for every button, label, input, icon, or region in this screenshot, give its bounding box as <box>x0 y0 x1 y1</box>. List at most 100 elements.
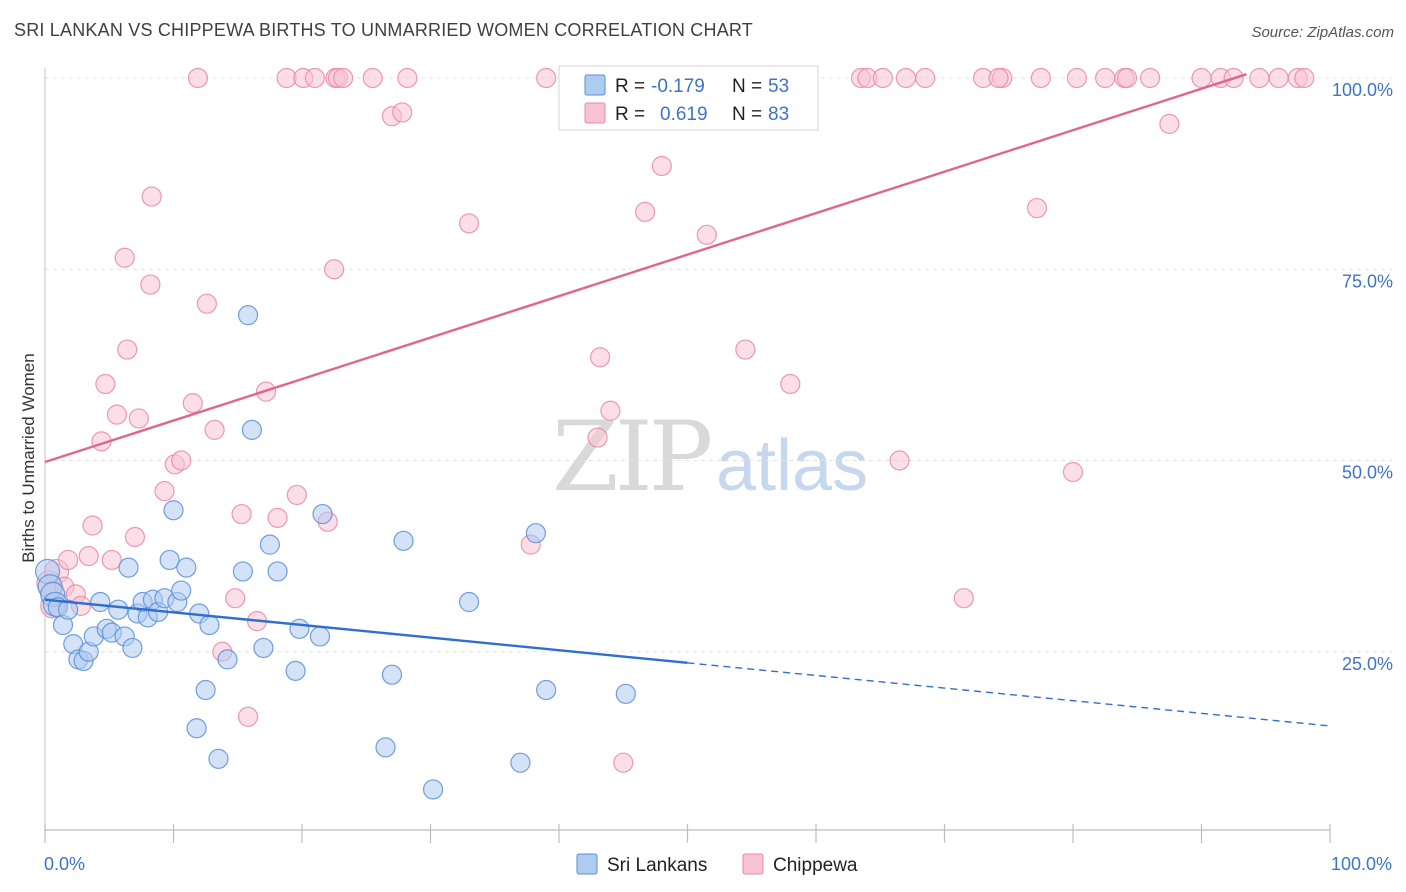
chippewa-point-13 <box>117 339 138 360</box>
chippewa-point-22 <box>182 393 203 414</box>
sri-lankan-point-6 <box>58 599 79 620</box>
sri-lankan-point-32 <box>199 614 220 636</box>
legend-n-value-chip: 83 <box>768 104 789 125</box>
chippewa-point-63 <box>889 450 910 471</box>
chippewa-point-69 <box>988 67 1009 89</box>
chippewa-point-51 <box>600 400 621 421</box>
chippewa-point-16 <box>128 408 149 429</box>
chippewa-point-32 <box>267 507 288 528</box>
sri-lankan-point-37 <box>237 305 259 326</box>
sri-lankan-point-34 <box>208 748 229 769</box>
sri-lankan-point-28 <box>171 580 192 601</box>
sri-lankan-trend-line <box>44 598 688 665</box>
chippewa-point-71 <box>1030 67 1051 89</box>
chippewa-point-25 <box>204 419 225 440</box>
chippewa-point-12 <box>106 404 128 425</box>
legend-sri-lankans-swatch <box>576 853 598 875</box>
chippewa-point-8 <box>82 515 103 536</box>
sri-lankan-point-45 <box>312 503 333 525</box>
y-axis-label: Births to Unmarried Women <box>19 353 38 562</box>
source-credit: Source: ZipAtlas.com <box>1251 24 1394 41</box>
chippewa-point-62 <box>872 67 893 89</box>
sri-lankan-point-38 <box>241 419 262 440</box>
chippewa-point-44 <box>392 102 413 123</box>
watermark-atlas: atlas <box>716 426 868 506</box>
y-tick-label-50: 50.0% <box>1342 463 1393 483</box>
chippewa-point-11 <box>101 549 122 571</box>
legend-chippewa-label: Chippewa <box>773 855 858 876</box>
chippewa-point-70 <box>1026 197 1048 219</box>
chippewa-swatch <box>584 102 606 124</box>
sri-lankan-point-12 <box>90 591 111 613</box>
sri-lankan-point-52 <box>525 523 546 544</box>
chippewa-point-28 <box>231 503 252 525</box>
sri-lankan-point-54 <box>615 683 636 704</box>
sri-lankan-point-18 <box>122 637 143 659</box>
chippewa-point-57 <box>735 339 756 360</box>
sri-lankans-swatch <box>584 74 606 96</box>
y-tick-label-100: 100.0% <box>1332 80 1393 100</box>
chippewa-point-52 <box>613 752 634 773</box>
sri-lankan-trend-line-extrapolated <box>687 662 1331 727</box>
chippewa-point-27 <box>225 588 246 609</box>
chippewa-point-50 <box>590 347 611 368</box>
chippewa-point-4 <box>58 549 79 571</box>
chippewa-point-46 <box>458 213 480 234</box>
x-tick-label-min: 0.0% <box>44 854 85 874</box>
chart-title: SRI LANKAN VS CHIPPEWA BIRTHS TO UNMARRI… <box>14 20 753 40</box>
chippewa-point-34 <box>286 484 307 506</box>
chippewa-point-18 <box>141 186 162 207</box>
sri-lankan-point-39 <box>253 637 274 659</box>
sri-lankan-point-36 <box>232 561 253 582</box>
watermark-zip: ZIP <box>552 401 711 513</box>
stats-legend: R = -0.179 N = 53 R = 0.619 N = 83 <box>558 65 819 131</box>
chippewa-point-64 <box>895 67 917 89</box>
chippewa-points <box>36 67 1315 773</box>
legend-r-value-sri: -0.179 <box>651 76 705 97</box>
chippewa-point-36 <box>304 67 325 89</box>
chippewa-point-85 <box>1294 67 1315 89</box>
chippewa-point-53 <box>634 201 656 222</box>
sri-lankan-point-15 <box>108 599 129 620</box>
trend-lines <box>44 73 1331 727</box>
sri-lankan-point-35 <box>217 649 238 670</box>
sri-lankan-point-43 <box>289 618 310 639</box>
chippewa-point-10 <box>95 373 116 395</box>
sri-lankan-point-17 <box>118 557 139 578</box>
chippewa-point-24 <box>196 293 218 314</box>
series-legend: Sri Lankans Chippewa <box>576 853 858 876</box>
legend-r-label-sri: R = <box>615 76 645 97</box>
chippewa-trend-line <box>44 73 1247 464</box>
chippewa-point-54 <box>651 155 672 177</box>
sri-lankan-point-31 <box>195 679 216 701</box>
chippewa-point-74 <box>1095 67 1116 89</box>
sri-lankan-point-26 <box>163 500 184 521</box>
chippewa-point-82 <box>1249 67 1270 89</box>
sri-lankan-point-53 <box>536 679 557 701</box>
sri-lankan-point-25 <box>159 549 180 571</box>
legend-n-value-sri: 53 <box>768 76 789 97</box>
legend-sri-lankans-label: Sri Lankans <box>607 855 707 876</box>
chippewa-point-23 <box>187 67 209 89</box>
sri-lankan-point-49 <box>422 779 444 800</box>
chippewa-point-38 <box>324 259 345 280</box>
sri-lankan-point-46 <box>375 737 396 758</box>
y-tick-label-25: 25.0% <box>1342 654 1393 674</box>
watermark: ZIP atlas <box>552 401 868 513</box>
chippewa-point-66 <box>953 588 974 609</box>
sri-lankan-point-42 <box>285 660 306 681</box>
chippewa-point-78 <box>1159 113 1180 135</box>
chippewa-point-59 <box>780 373 801 395</box>
legend-chippewa-swatch <box>742 853 764 875</box>
chippewa-point-79 <box>1191 67 1212 89</box>
sri-lankan-point-33 <box>186 718 207 739</box>
chippewa-point-14 <box>114 247 135 268</box>
x-axis-ticks <box>44 824 1331 843</box>
sri-lankan-point-29 <box>176 557 197 578</box>
chippewa-point-45 <box>397 67 418 89</box>
chippewa-point-29 <box>237 706 259 727</box>
x-tick-label-max: 100.0% <box>1331 854 1392 874</box>
sri-lankan-point-48 <box>393 530 414 551</box>
sri-lankan-point-40 <box>259 534 280 555</box>
